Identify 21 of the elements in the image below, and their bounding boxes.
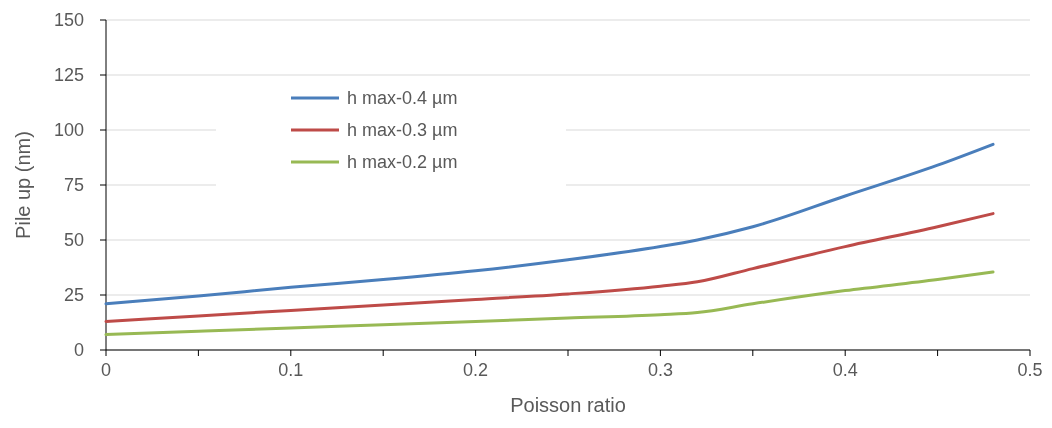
x-tick-label: 0.3 [647,360,673,380]
x-tick-label: 0.1 [278,360,304,380]
y-tick-label: 0 [73,340,84,360]
x-axis-title: Poisson ratio [510,394,626,416]
x-tick-label: 0.2 [463,360,489,380]
line-series [104,142,995,306]
y-tick-label: 50 [63,230,84,250]
legend-label: h max-0.3 µm [347,120,458,140]
y-tick-label: 125 [53,65,84,85]
line-series [104,270,995,337]
x-tick-label: 0.5 [1017,360,1043,380]
y-tick-label: 75 [63,175,84,195]
y-axis-title: Pile up (nm) [12,131,34,239]
y-tick-label: 25 [63,285,84,305]
line-series [104,212,995,323]
x-tick-label: 0 [100,360,112,380]
legend-label: h max-0.4 µm [347,88,458,108]
y-tick-label: 150 [53,10,84,30]
x-tick-label: 0.4 [832,360,858,380]
legend-label: h max-0.2 µm [347,152,458,172]
y-tick-label: 100 [53,120,84,140]
